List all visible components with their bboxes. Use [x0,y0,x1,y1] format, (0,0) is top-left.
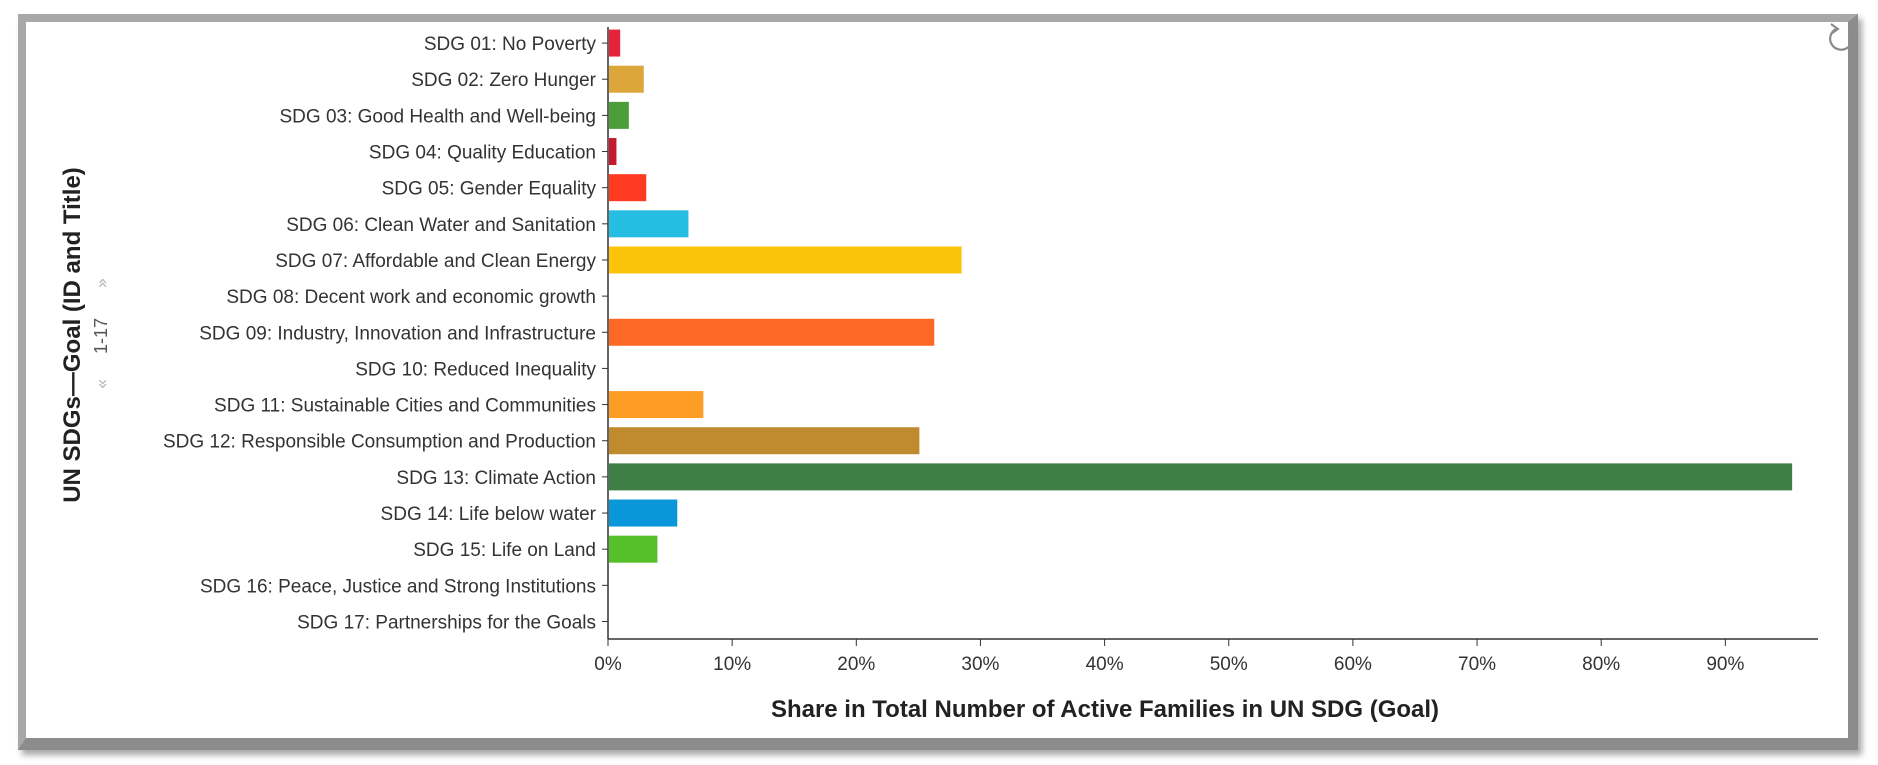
double-chevron-up-icon[interactable]: » [92,277,113,288]
x-tick-label: 30% [961,654,999,675]
bar[interactable] [609,174,647,202]
bar[interactable] [609,318,935,346]
y-tick-label: SDG 09: Industry, Innovation and Infrast… [199,323,596,344]
pager-range-label: 1-17 [91,318,111,354]
x-tick-labels: 0% 10% 20% 30% 40% 50% 60% 70% 80% 90% [594,639,1744,675]
bar[interactable] [609,246,962,274]
y-tick-label: SDG 14: Life below water [381,504,597,525]
y-tick-label: SDG 10: Reduced Inequality [355,359,596,380]
bar[interactable] [609,499,678,527]
y-tick-label: SDG 11: Sustainable Cities and Communiti… [214,396,596,417]
y-tick-label: SDG 06: Clean Water and Sanitation [286,215,596,236]
x-tick-label: 90% [1706,654,1744,675]
x-tick-label: 50% [1210,654,1248,675]
y-tick-label: SDG 12: Responsible Consumption and Prod… [163,432,596,453]
y-tick-label: SDG 03: Good Health and Well-being [280,106,597,127]
y-tick-label: SDG 17: Partnerships for the Goals [297,612,596,633]
y-tick-label: SDG 01: No Poverty [424,34,597,55]
bar[interactable] [609,101,629,129]
y-tick-label: SDG 07: Affordable and Clean Energy [275,251,596,272]
chart-frame [18,14,1858,750]
bar[interactable] [609,138,617,166]
x-tick-label: 10% [713,654,751,675]
y-tick-label: SDG 16: Peace, Justice and Strong Instit… [200,576,596,597]
x-tick-label: 20% [837,654,875,675]
x-tick-label: 70% [1458,654,1496,675]
bars-group [609,29,1793,563]
bar[interactable] [609,391,704,419]
bar[interactable] [609,29,621,57]
double-chevron-down-icon[interactable]: « [92,378,113,389]
bar[interactable] [609,463,1793,491]
reset-icon[interactable] [1829,23,1854,51]
bar[interactable] [609,427,920,455]
y-tick-labels: SDG 01: No Poverty SDG 02: Zero Hunger SDG… [163,34,608,633]
y-tick-label: SDG 02: Zero Hunger [411,70,596,91]
y-axis-title: UN SDGs—Goal (ID and Title) [59,167,86,503]
y-tick-label: SDG 04: Quality Education [369,143,596,164]
pager: » 1-17 « [91,277,113,389]
y-tick-label: SDG 13: Climate Action [396,468,596,489]
y-tick-label: SDG 08: Decent work and economic growth [226,287,596,308]
bar[interactable] [609,65,644,93]
y-tick-label: SDG 15: Life on Land [413,540,596,561]
x-axis-title: Share in Total Number of Active Families… [771,696,1439,723]
x-tick-label: 0% [594,654,622,675]
x-tick-label: 80% [1582,654,1620,675]
x-tick-label: 40% [1086,654,1124,675]
y-tick-label: SDG 05: Gender Equality [382,179,597,200]
bar[interactable] [609,210,689,238]
x-tick-label: 60% [1334,654,1372,675]
bar[interactable] [609,535,658,563]
